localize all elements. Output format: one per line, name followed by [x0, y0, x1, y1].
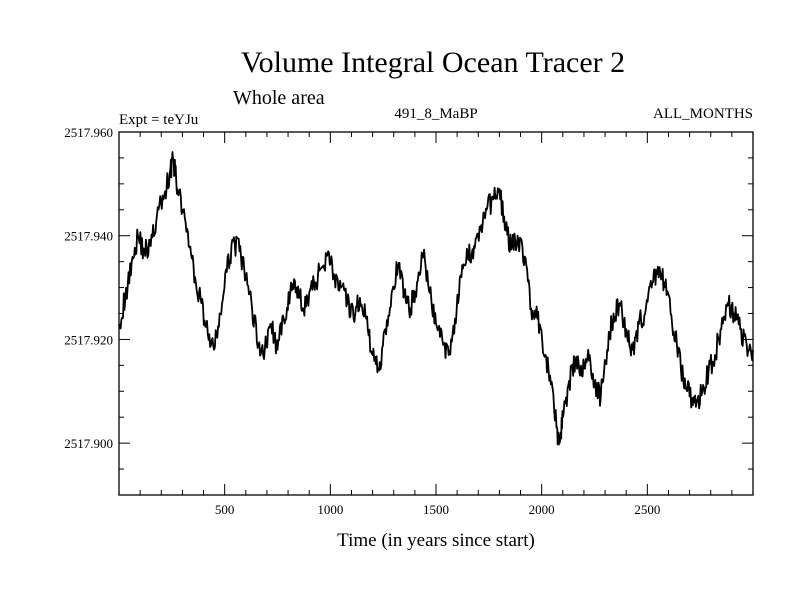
run-label: 491_8_MaBP: [394, 106, 477, 122]
x-axis-label: Time (in years since start): [337, 530, 535, 551]
y-tick-label: 2517.940: [64, 229, 113, 244]
x-tick-label: 500: [215, 502, 235, 517]
x-tick-label: 1500: [423, 502, 449, 517]
series-line: [118, 151, 754, 446]
axis-ticks: [119, 131, 753, 495]
x-tick-label: 1000: [317, 502, 343, 517]
y-tick-label: 2517.900: [64, 436, 113, 451]
chart-title: Volume Integral Ocean Tracer 2: [241, 46, 625, 79]
x-tick-label: 2000: [529, 502, 555, 517]
experiment-label: Expt = teYJu: [119, 112, 199, 128]
x-tick-label: 2500: [634, 502, 660, 517]
y-tick-label: 2517.920: [64, 332, 113, 347]
y-tick-label: 2517.960: [64, 125, 113, 140]
series-group: [118, 151, 754, 446]
period-label: ALL_MONTHS: [653, 106, 753, 122]
chart-subtitle: Whole area: [233, 87, 325, 109]
axis-tick-labels: 500 1000 1500 2000 2500 2517.960 2517.940 2517.…: [64, 125, 660, 517]
